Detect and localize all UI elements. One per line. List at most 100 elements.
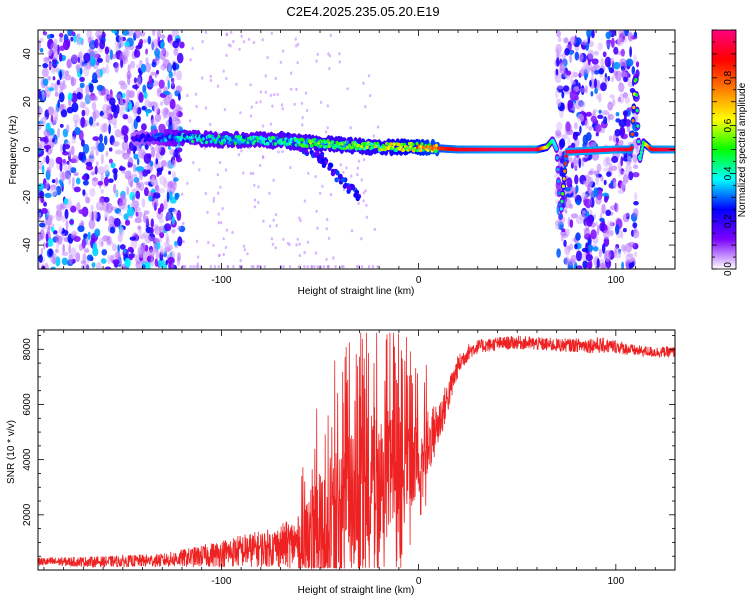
heatmap-noise-blob <box>162 58 170 69</box>
heatmap-noise-blob <box>151 30 156 36</box>
heatmap-noise-blob <box>603 116 608 125</box>
heatmap-ridge-core <box>200 134 204 139</box>
heatmap-noise-blob <box>92 210 97 221</box>
heatmap-faint-dot <box>217 212 220 216</box>
heatmap-faint-dot <box>339 163 342 167</box>
heatmap-noise-blob <box>583 228 590 238</box>
heatmap-noise-blob <box>608 135 613 142</box>
heatmap-noise-blob <box>59 32 64 38</box>
heatmap-noise-blob <box>572 133 577 140</box>
heatmap-ridge-core <box>391 145 395 150</box>
heatmap-noise-blob <box>632 222 638 229</box>
heatmap-noise-blob <box>165 211 172 222</box>
heatmap-noise-blob <box>141 169 149 177</box>
heatmap-noise-blob <box>90 171 96 176</box>
heatmap-noise-blob <box>135 190 141 200</box>
heatmap-noise-blob <box>114 149 123 155</box>
heatmap-noise-blob <box>633 164 639 169</box>
heatmap-faint-dot <box>264 74 267 78</box>
heatmap-noise-blob <box>584 120 589 129</box>
colorbar-ticks: 0.0 0.2 0.4 0.6 0.8 <box>712 29 736 276</box>
heatmap-noise-blob <box>63 198 69 205</box>
heatmap-noise-blob <box>167 80 170 90</box>
heatmap-noise-blob <box>138 92 144 103</box>
heatmap-noise-blob <box>556 98 562 107</box>
heatmap-faint-dot <box>293 102 296 106</box>
heatmap-noise-blob <box>44 192 52 199</box>
heatmap-noise-blob <box>70 145 75 156</box>
heatmap-noise-blob <box>60 143 63 153</box>
heatmap-ridge-core <box>310 143 314 148</box>
heatmap-ridge-core <box>638 157 642 161</box>
heatmap-noise-blob <box>633 251 638 258</box>
heatmap-noise-blob <box>598 92 602 103</box>
heatmap-faint-dot <box>376 125 380 129</box>
heatmap-noise-blob <box>603 236 610 247</box>
heatmap-noise-blob <box>600 128 606 134</box>
heatmap-faint-dot <box>259 100 262 104</box>
heatmap-noise-blob <box>632 154 638 164</box>
heatmap-noise-blob <box>42 31 48 36</box>
heatmap-faint-dot <box>201 40 204 44</box>
heatmap-noise-blob <box>153 192 161 199</box>
heatmap-noise-blob <box>115 93 122 99</box>
heatmap-noise-blob <box>619 58 627 67</box>
heatmap-faint-dot <box>301 123 304 127</box>
heatmap-faint-dot <box>204 30 208 34</box>
heatmap-noise-blob <box>596 225 600 236</box>
heatmap-noise-blob <box>586 30 592 38</box>
heatmap-noise-blob <box>588 125 593 131</box>
heatmap-branch-blob <box>346 188 351 194</box>
heatmap-noise-blob <box>75 252 81 263</box>
heatmap-noise-blob <box>142 256 148 264</box>
heatmap-noise-blob <box>96 161 99 167</box>
heatmap-noise-blob <box>609 94 615 99</box>
heatmap-noise-blob <box>88 218 96 230</box>
heatmap-noise-blob <box>622 174 629 184</box>
heatmap-faint-dot <box>224 168 228 172</box>
heatmap-ridge-core <box>386 142 390 146</box>
heatmap-noise-blob <box>67 30 73 37</box>
heatmap-noise-blob <box>164 241 170 250</box>
heatmap-noise-blob <box>59 104 65 111</box>
heatmap-noise-blob <box>76 91 82 100</box>
heatmap-noise-blob <box>114 62 119 73</box>
heatmap-ridge-core <box>556 179 561 184</box>
heatmap-faint-dot <box>298 216 301 220</box>
heatmap-noise-blob <box>111 243 118 252</box>
heatmap-noise-blob <box>46 34 51 39</box>
heatmap-faint-dot <box>356 166 360 170</box>
heatmap-faint-dot <box>268 224 272 228</box>
heatmap-noise-blob <box>598 68 604 75</box>
heatmap-faint-dot <box>196 255 200 259</box>
heatmap-noise-blob <box>150 39 156 50</box>
heatmap-noise-blob <box>169 148 175 156</box>
heatmap-noise-blob <box>136 207 141 212</box>
heatmap-noise-blob <box>137 158 140 166</box>
heatmap-noise-blob <box>615 112 620 117</box>
heatmap-noise-blob <box>59 161 63 172</box>
heatmap-faint-dot <box>204 191 207 196</box>
heatmap-ridge-core <box>191 139 195 144</box>
heatmap-noise-blob <box>105 64 110 75</box>
heatmap-noise-blob <box>557 85 564 90</box>
heatmap-ridge-core <box>557 191 561 195</box>
heatmap-faint-dot <box>362 158 366 162</box>
heatmap-noise-blob <box>575 184 579 194</box>
heatmap-ridge-core <box>365 145 369 149</box>
heatmap-noise-blob <box>173 48 179 56</box>
heatmap-noise-blob <box>620 48 625 57</box>
heatmap-ridge-core <box>434 143 438 148</box>
heatmap-noise-blob <box>41 116 48 121</box>
heatmap-noise-blob <box>73 236 81 242</box>
heatmap-noise-blob <box>105 150 109 157</box>
heatmap-noise-blob <box>560 230 567 236</box>
heatmap-noise-blob <box>152 197 159 209</box>
heatmap-noise-blob <box>46 166 52 174</box>
heatmap-noise-blob <box>50 226 55 233</box>
colorbar-label: Normalized spectral amplitude <box>737 82 748 217</box>
heatmap-faint-dot <box>230 30 233 34</box>
heatmap-noise-blob <box>590 91 594 97</box>
heatmap-ridge-core <box>634 93 639 97</box>
heatmap-noise-blob <box>177 252 181 262</box>
